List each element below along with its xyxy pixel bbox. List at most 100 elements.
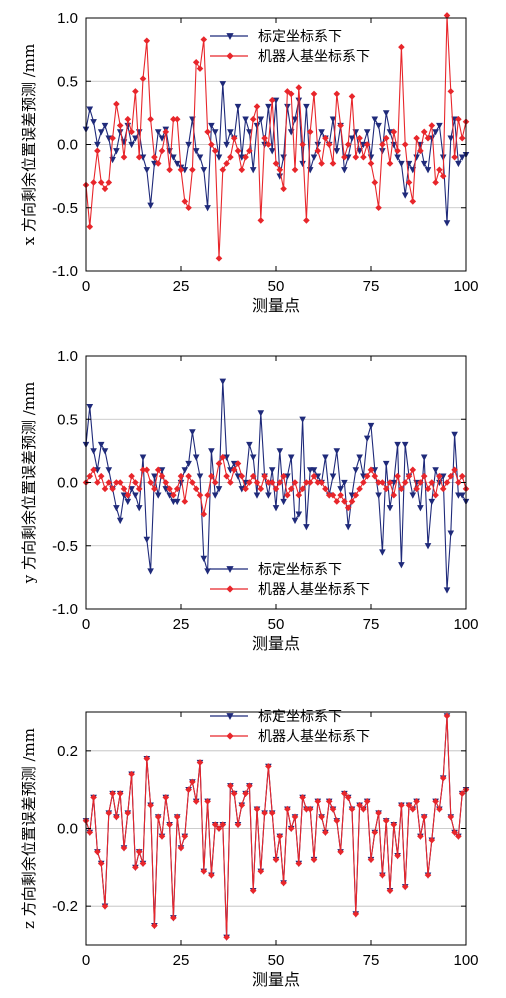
data-point-s1 (417, 505, 424, 512)
data-point-s1 (318, 129, 325, 136)
data-point-s1 (424, 167, 432, 174)
legend-label-1: 标定坐标系下 (258, 709, 342, 725)
data-point-s2 (375, 809, 382, 817)
data-point-s2 (439, 172, 447, 180)
data-point-s1 (367, 154, 375, 161)
data-point-s1 (348, 135, 356, 142)
data-point-s2 (394, 472, 401, 480)
x-axis-label: 测量点 (252, 296, 300, 315)
data-point-s1 (249, 454, 257, 461)
data-point-s2 (371, 179, 379, 186)
data-point-s2 (90, 466, 97, 474)
data-point-s2 (329, 160, 337, 167)
x-tick-label: 0 (82, 278, 90, 295)
legend-label-2: 机器人基坐标系下 (258, 581, 370, 598)
data-point-s2 (143, 755, 151, 762)
data-point-s2 (360, 805, 367, 813)
data-point-s1 (219, 81, 227, 88)
data-point-s1 (94, 141, 101, 149)
data-point-s2 (314, 479, 322, 486)
data-point-s1 (291, 116, 299, 123)
data-point-s1 (284, 103, 291, 111)
data-point-s2 (109, 790, 116, 797)
data-point-s2 (128, 128, 135, 136)
data-point-s1 (246, 441, 253, 449)
data-point-s1 (215, 486, 223, 493)
data-point-s1 (196, 154, 204, 161)
data-point-s1 (151, 473, 158, 480)
data-point-s1 (401, 192, 409, 199)
data-point-s2 (417, 147, 424, 155)
data-point-s2 (200, 510, 208, 518)
data-point-s2 (189, 778, 196, 786)
data-point-s2 (287, 90, 295, 98)
data-point-s2 (447, 813, 455, 821)
data-point-s2 (306, 805, 314, 813)
x-tick-label: 25 (173, 616, 190, 633)
data-point-s1 (295, 97, 303, 104)
data-point-s1 (276, 173, 284, 180)
data-point-s1 (424, 543, 432, 550)
data-point-s1 (192, 148, 200, 155)
data-point-s2 (242, 790, 249, 797)
data-point-s2 (371, 472, 379, 480)
data-point-s2 (409, 198, 417, 205)
data-point-s2 (116, 122, 124, 129)
data-point-s2 (337, 848, 344, 856)
data-point-s2 (314, 147, 322, 155)
data-point-s2 (139, 466, 147, 474)
y-tick-label: -0.2 (52, 898, 78, 915)
data-point-s1 (401, 441, 409, 449)
data-point-s2 (413, 134, 420, 142)
data-point-s2 (166, 485, 173, 493)
data-point-s2 (143, 37, 151, 45)
data-point-s2 (318, 160, 325, 167)
data-point-s2 (447, 88, 455, 95)
data-point-s1 (265, 103, 272, 111)
data-point-s1 (147, 568, 154, 575)
x-tick-label: 100 (453, 278, 478, 295)
data-point-s2 (101, 485, 109, 493)
data-point-s2 (352, 491, 360, 499)
data-point-s2 (113, 479, 120, 486)
data-point-s1 (139, 454, 147, 461)
data-point-s2 (428, 836, 436, 844)
data-point-s2 (86, 223, 94, 231)
data-point-s2 (154, 813, 162, 821)
data-point-s2 (322, 134, 329, 142)
x-tick-label: 50 (268, 616, 285, 633)
data-point-s1 (215, 154, 223, 161)
data-point-s2 (185, 472, 192, 480)
data-point-s2 (200, 867, 208, 875)
data-point-s1 (455, 160, 462, 168)
data-point-s2 (135, 153, 143, 161)
data-point-s2 (113, 100, 120, 108)
data-point-s2 (405, 801, 413, 809)
data-point-s2 (101, 185, 109, 193)
data-point-s1 (363, 129, 371, 136)
data-point-s2 (124, 115, 132, 123)
x-tick-label: 25 (173, 278, 190, 295)
data-point-s2 (329, 491, 337, 499)
data-point-s2 (386, 887, 394, 894)
data-point-s2 (230, 466, 238, 474)
data-point-s1 (113, 148, 120, 155)
data-point-s2 (185, 786, 192, 793)
y-axis-label: x 方向剩余位置误差预测 /mm (20, 44, 38, 246)
chart-1: 0 25 50 75 100 -1.0 -0.5 0.0 0.5 1.0 测量点 x 方向剩余位置误差… (20, 10, 479, 315)
data-point-s1 (170, 154, 177, 161)
series-line-2 (85, 715, 467, 938)
data-point-s2 (97, 179, 105, 186)
data-point-s2 (234, 821, 242, 828)
y-tick-label: -0.5 (52, 538, 78, 555)
data-point-s2 (173, 115, 181, 123)
data-point-s2 (211, 147, 219, 155)
data-point-s1 (280, 498, 287, 506)
data-point-s2 (394, 852, 401, 859)
data-point-s2 (124, 809, 132, 817)
data-point-s2 (379, 871, 386, 879)
data-point-s2 (284, 805, 291, 813)
data-point-s1 (268, 148, 276, 155)
data-point-s2 (170, 914, 177, 922)
